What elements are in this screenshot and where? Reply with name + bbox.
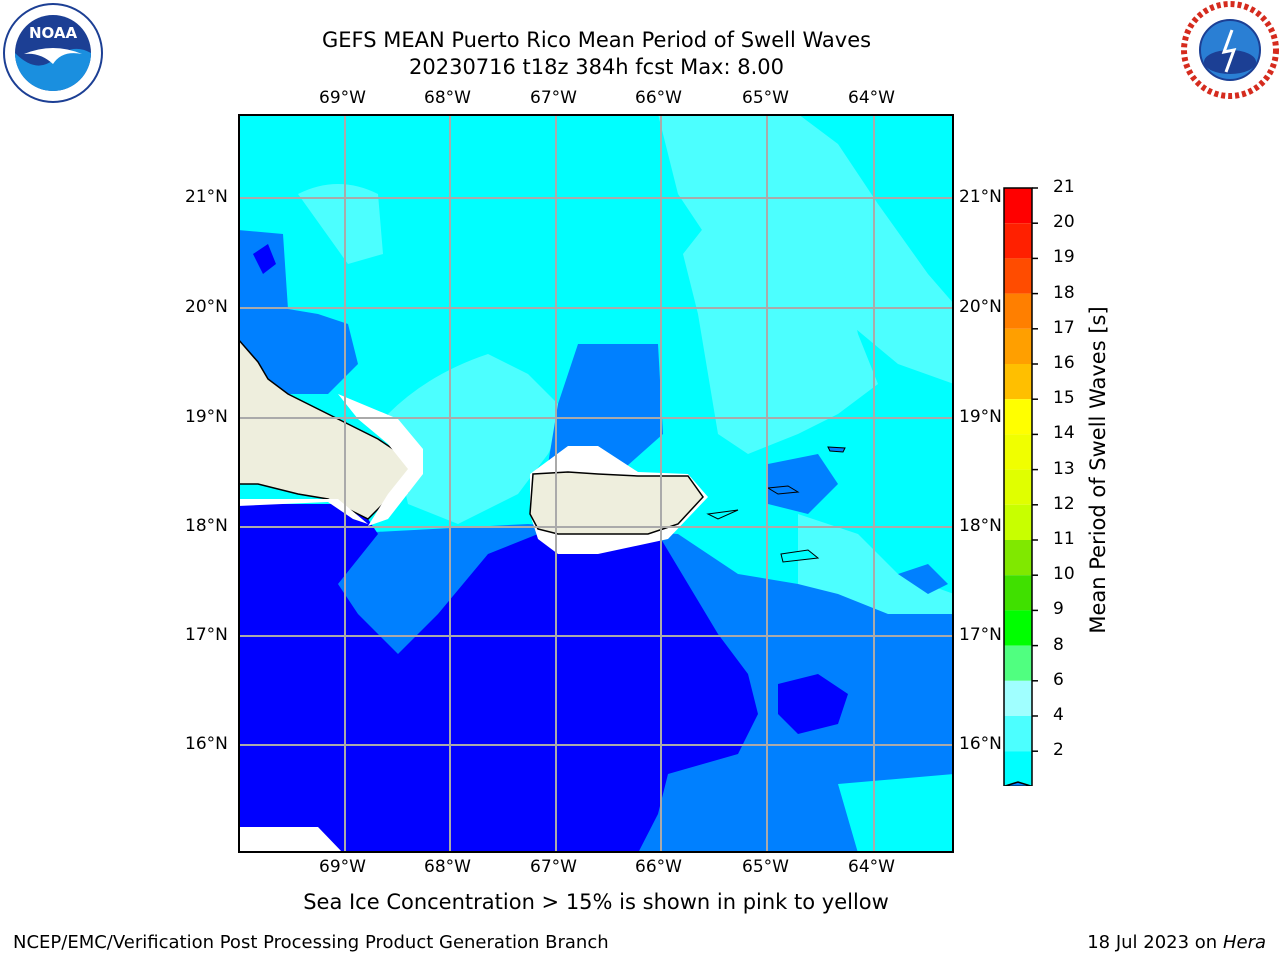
lon-label-bottom: 67°W <box>530 857 577 877</box>
lon-label-top: 67°W <box>530 88 577 108</box>
colorbar-tick-label: 13 <box>1053 458 1075 479</box>
footer-machine: Hera <box>1222 932 1266 953</box>
colorbar-tick-label: 10 <box>1053 564 1075 585</box>
sea-ice-caption: Sea Ice Concentration > 15% is shown in … <box>303 890 889 914</box>
lat-label-right: 19°N <box>959 407 1002 427</box>
masked-region <box>238 499 368 524</box>
noaa-logo-icon: NOAA <box>2 2 104 104</box>
ocean-deep-region <box>253 244 276 274</box>
ocean-mid-region <box>898 564 948 594</box>
puerto-rico-land <box>529 471 704 535</box>
ocean-light-region <box>298 184 383 264</box>
colorbar-segment <box>1004 645 1032 681</box>
lon-label-bottom: 68°W <box>424 857 471 877</box>
colorbar-frame <box>1003 187 1033 786</box>
colorbar-segment <box>1004 399 1032 435</box>
masked-region <box>238 827 343 853</box>
ocean-light-region <box>388 354 568 524</box>
colorbar-segment <box>1004 716 1032 752</box>
footer-date-text: 18 Jul 2023 on <box>1087 932 1223 953</box>
lon-label-top: 64°W <box>848 88 895 108</box>
swell-period-map <box>238 114 954 853</box>
chart-title-line1: GEFS MEAN Puerto Rico Mean Period of Swe… <box>321 28 872 52</box>
lon-label-bottom: 64°W <box>848 857 895 877</box>
colorbar-tick-label: 20 <box>1053 212 1075 233</box>
lat-label-right: 20°N <box>959 297 1002 317</box>
lon-label-bottom: 69°W <box>319 857 366 877</box>
map-grid <box>238 114 954 853</box>
ocean-mid-region <box>768 454 838 514</box>
colorbar <box>1000 186 1040 786</box>
colorbar-segment <box>1004 188 1032 224</box>
ocean-cyan-region <box>838 774 954 853</box>
lon-label-bottom: 65°W <box>742 857 789 877</box>
footer-date: 18 Jul 2023 on Hera <box>1087 932 1266 953</box>
ocean-mid-region <box>238 230 358 394</box>
colorbar-tick-label: 2 <box>1053 740 1064 761</box>
lat-label-right: 16°N <box>959 734 1002 754</box>
colorbar-title: Mean Period of Swell Waves [s] <box>1086 306 1110 634</box>
colorbar-tick-label: 14 <box>1053 423 1075 444</box>
colorbar-segment <box>1004 293 1032 329</box>
lat-label-left: 19°N <box>185 407 228 427</box>
ocean-light-region <box>683 182 878 454</box>
colorbar-extend-triangle <box>1003 781 1033 786</box>
colorbar-segment <box>1004 504 1032 540</box>
lat-label-right: 18°N <box>959 516 1002 536</box>
footer-credit: NCEP/EMC/Verification Post Processing Pr… <box>13 932 609 953</box>
ocean-deep-region <box>778 674 848 734</box>
masked-region <box>338 394 423 526</box>
lat-label-left: 17°N <box>185 625 228 645</box>
colorbar-segment <box>1004 364 1032 400</box>
lon-label-top: 65°W <box>742 88 789 108</box>
lon-label-top: 69°W <box>319 88 366 108</box>
colorbar-segment <box>1004 575 1032 611</box>
chart-title-line2: 20230716 t18z 384h fcst Max: 8.00 <box>409 55 784 79</box>
st-croix-land <box>780 549 820 563</box>
colorbar-segment <box>1004 540 1032 576</box>
colorbar-segment <box>1004 434 1032 470</box>
colorbar-tick-label: 21 <box>1053 177 1075 197</box>
map-frame <box>238 114 954 853</box>
lon-label-bottom: 66°W <box>635 857 682 877</box>
colorbar-tick-label: 18 <box>1053 282 1075 303</box>
lat-label-right: 17°N <box>959 625 1002 645</box>
colorbar-segment <box>1004 328 1032 364</box>
colorbar-tick-label: 8 <box>1053 634 1064 655</box>
lat-label-left: 16°N <box>185 734 228 754</box>
colorbar-segment <box>1004 680 1032 716</box>
lon-label-top: 66°W <box>635 88 682 108</box>
colorbar-tick-label: 11 <box>1053 529 1075 549</box>
noaa-logo-text: NOAA <box>29 24 78 42</box>
lat-label-right: 21°N <box>959 187 1002 207</box>
virgin-islands-land <box>706 509 739 520</box>
virgin-islands-land <box>766 485 800 495</box>
ocean-deep-region <box>238 504 758 853</box>
lon-label-top: 68°W <box>424 88 471 108</box>
colorbar-segment <box>1004 751 1032 786</box>
colorbar-tick-label: 19 <box>1053 247 1075 268</box>
colorbar-segment <box>1004 469 1032 505</box>
colorbar-segment <box>1004 223 1032 259</box>
colorbar-tick-label: 15 <box>1053 388 1075 409</box>
colorbar-tick-label: 4 <box>1053 705 1064 725</box>
lat-label-left: 21°N <box>185 187 228 207</box>
colorbar-tick-label: 9 <box>1053 599 1064 620</box>
lat-label-left: 20°N <box>185 297 228 317</box>
colorbar-tick-label: 12 <box>1053 493 1075 514</box>
colorbar-tick-label: 16 <box>1053 353 1075 373</box>
colorbar-tick-label: 17 <box>1053 317 1075 338</box>
nws-logo-icon <box>1180 0 1280 100</box>
colorbar-segment <box>1004 258 1032 294</box>
lat-label-left: 18°N <box>185 516 228 536</box>
colorbar-segment <box>1004 610 1032 646</box>
virgin-islands-land <box>827 446 846 453</box>
colorbar-tick-label: 6 <box>1053 669 1064 690</box>
